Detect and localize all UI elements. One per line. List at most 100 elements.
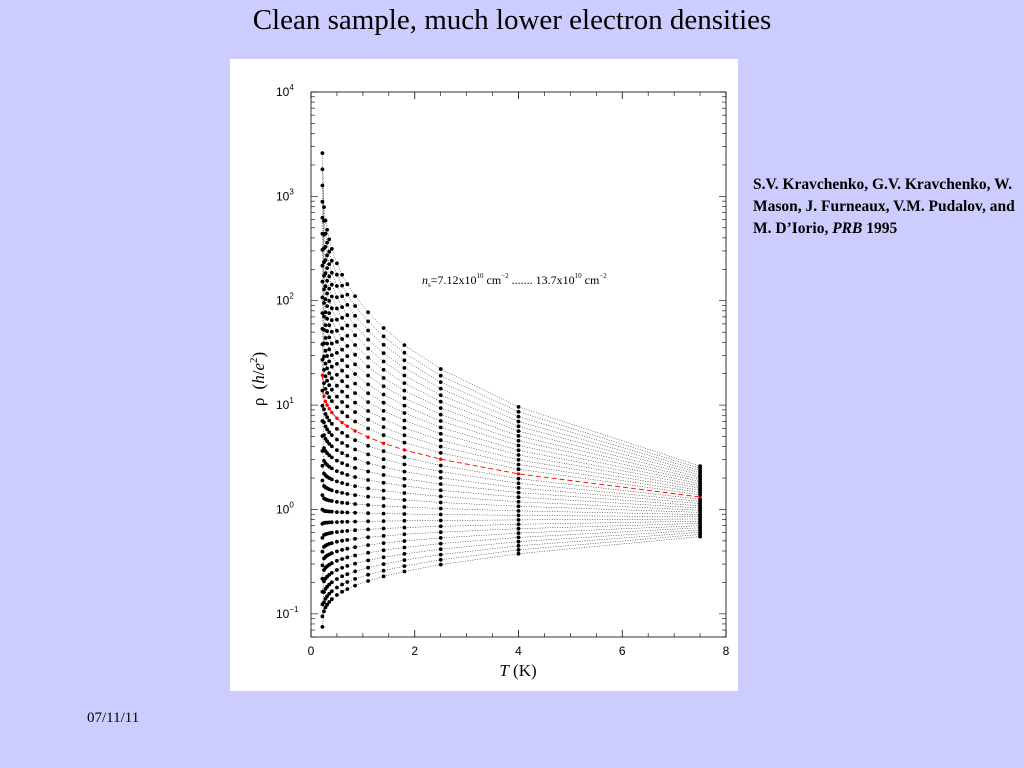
data-point bbox=[381, 480, 386, 485]
data-point bbox=[335, 339, 339, 344]
data-point bbox=[381, 568, 386, 573]
data-point bbox=[353, 343, 357, 347]
data-point bbox=[381, 425, 386, 429]
data-point bbox=[516, 495, 521, 500]
data-point bbox=[366, 469, 370, 474]
data-point bbox=[322, 381, 326, 385]
curve-line bbox=[322, 529, 701, 592]
data-point bbox=[335, 405, 339, 410]
data-point bbox=[402, 558, 407, 562]
data-point bbox=[516, 467, 521, 472]
curve-line bbox=[322, 169, 701, 469]
y-tick-exp: 2 bbox=[289, 292, 294, 301]
data-point bbox=[381, 384, 386, 389]
data-point bbox=[345, 463, 350, 468]
data-point bbox=[345, 473, 350, 477]
data-point bbox=[516, 548, 521, 552]
data-point bbox=[516, 481, 521, 486]
data-point bbox=[402, 525, 407, 530]
data-point bbox=[353, 333, 357, 338]
data-point bbox=[323, 297, 328, 302]
data-point bbox=[329, 571, 334, 575]
data-point bbox=[516, 518, 521, 522]
data-point bbox=[340, 441, 344, 445]
data-point bbox=[402, 426, 407, 430]
data-point bbox=[402, 512, 407, 516]
data-point bbox=[381, 376, 386, 380]
data-point bbox=[322, 407, 326, 412]
data-point bbox=[402, 476, 407, 481]
data-point bbox=[325, 439, 329, 444]
curve-line bbox=[322, 534, 701, 617]
data-point bbox=[327, 262, 332, 266]
data-point bbox=[516, 405, 521, 409]
y-axis-slash: / bbox=[249, 370, 268, 375]
data-point bbox=[353, 569, 357, 574]
data-point bbox=[516, 499, 521, 504]
data-point bbox=[323, 361, 328, 366]
data-point bbox=[366, 558, 370, 563]
data-point bbox=[327, 582, 332, 587]
data-point bbox=[366, 346, 370, 351]
data-point bbox=[329, 387, 334, 392]
data-point bbox=[340, 529, 344, 534]
data-point bbox=[329, 399, 334, 403]
y-axis-h: h bbox=[249, 375, 268, 384]
data-point bbox=[340, 430, 344, 435]
data-point bbox=[438, 482, 443, 486]
separatrix-point bbox=[330, 410, 334, 415]
data-point bbox=[340, 538, 344, 543]
data-point bbox=[381, 519, 386, 523]
data-point bbox=[329, 589, 334, 594]
curve-line bbox=[322, 201, 701, 474]
data-point bbox=[381, 574, 386, 579]
data-point bbox=[345, 510, 350, 515]
x-axis-unit: (K) bbox=[513, 661, 537, 680]
data-point bbox=[381, 473, 386, 477]
data-point bbox=[402, 545, 407, 550]
y-tick-exp: 0 bbox=[289, 500, 294, 509]
data-point bbox=[516, 409, 521, 414]
data-point bbox=[438, 562, 443, 567]
data-point bbox=[323, 284, 328, 289]
data-point bbox=[320, 602, 325, 607]
curve-line bbox=[322, 518, 701, 525]
data-point bbox=[320, 576, 325, 581]
data-point bbox=[353, 447, 357, 452]
data-point bbox=[366, 373, 370, 378]
data-point bbox=[345, 374, 350, 379]
data-point bbox=[335, 362, 339, 366]
data-point bbox=[381, 526, 386, 531]
y-tick-base: 10 bbox=[276, 607, 290, 621]
separatrix-point bbox=[327, 407, 331, 411]
data-point bbox=[366, 565, 370, 570]
data-point bbox=[366, 355, 370, 360]
data-point bbox=[323, 271, 328, 276]
data-point bbox=[381, 511, 386, 516]
data-point bbox=[402, 569, 407, 574]
curve-line bbox=[322, 249, 701, 480]
data-point bbox=[320, 625, 325, 629]
data-point bbox=[327, 311, 332, 315]
data-point bbox=[381, 555, 386, 560]
data-point bbox=[329, 258, 334, 263]
data-point bbox=[402, 396, 407, 400]
curve-line bbox=[322, 520, 701, 539]
data-point bbox=[438, 425, 443, 430]
data-point bbox=[516, 526, 521, 531]
data-point bbox=[327, 453, 332, 458]
data-point bbox=[327, 286, 332, 291]
y-tick-base: 10 bbox=[276, 294, 290, 308]
separatrix-point bbox=[516, 472, 521, 476]
data-point bbox=[366, 543, 370, 547]
data-point bbox=[402, 484, 407, 488]
data-point bbox=[325, 594, 329, 599]
data-point bbox=[438, 444, 443, 449]
data-point bbox=[320, 199, 325, 204]
curve-line bbox=[322, 359, 701, 496]
data-point bbox=[381, 488, 386, 493]
data-point bbox=[340, 500, 344, 505]
curve-line bbox=[322, 494, 701, 515]
